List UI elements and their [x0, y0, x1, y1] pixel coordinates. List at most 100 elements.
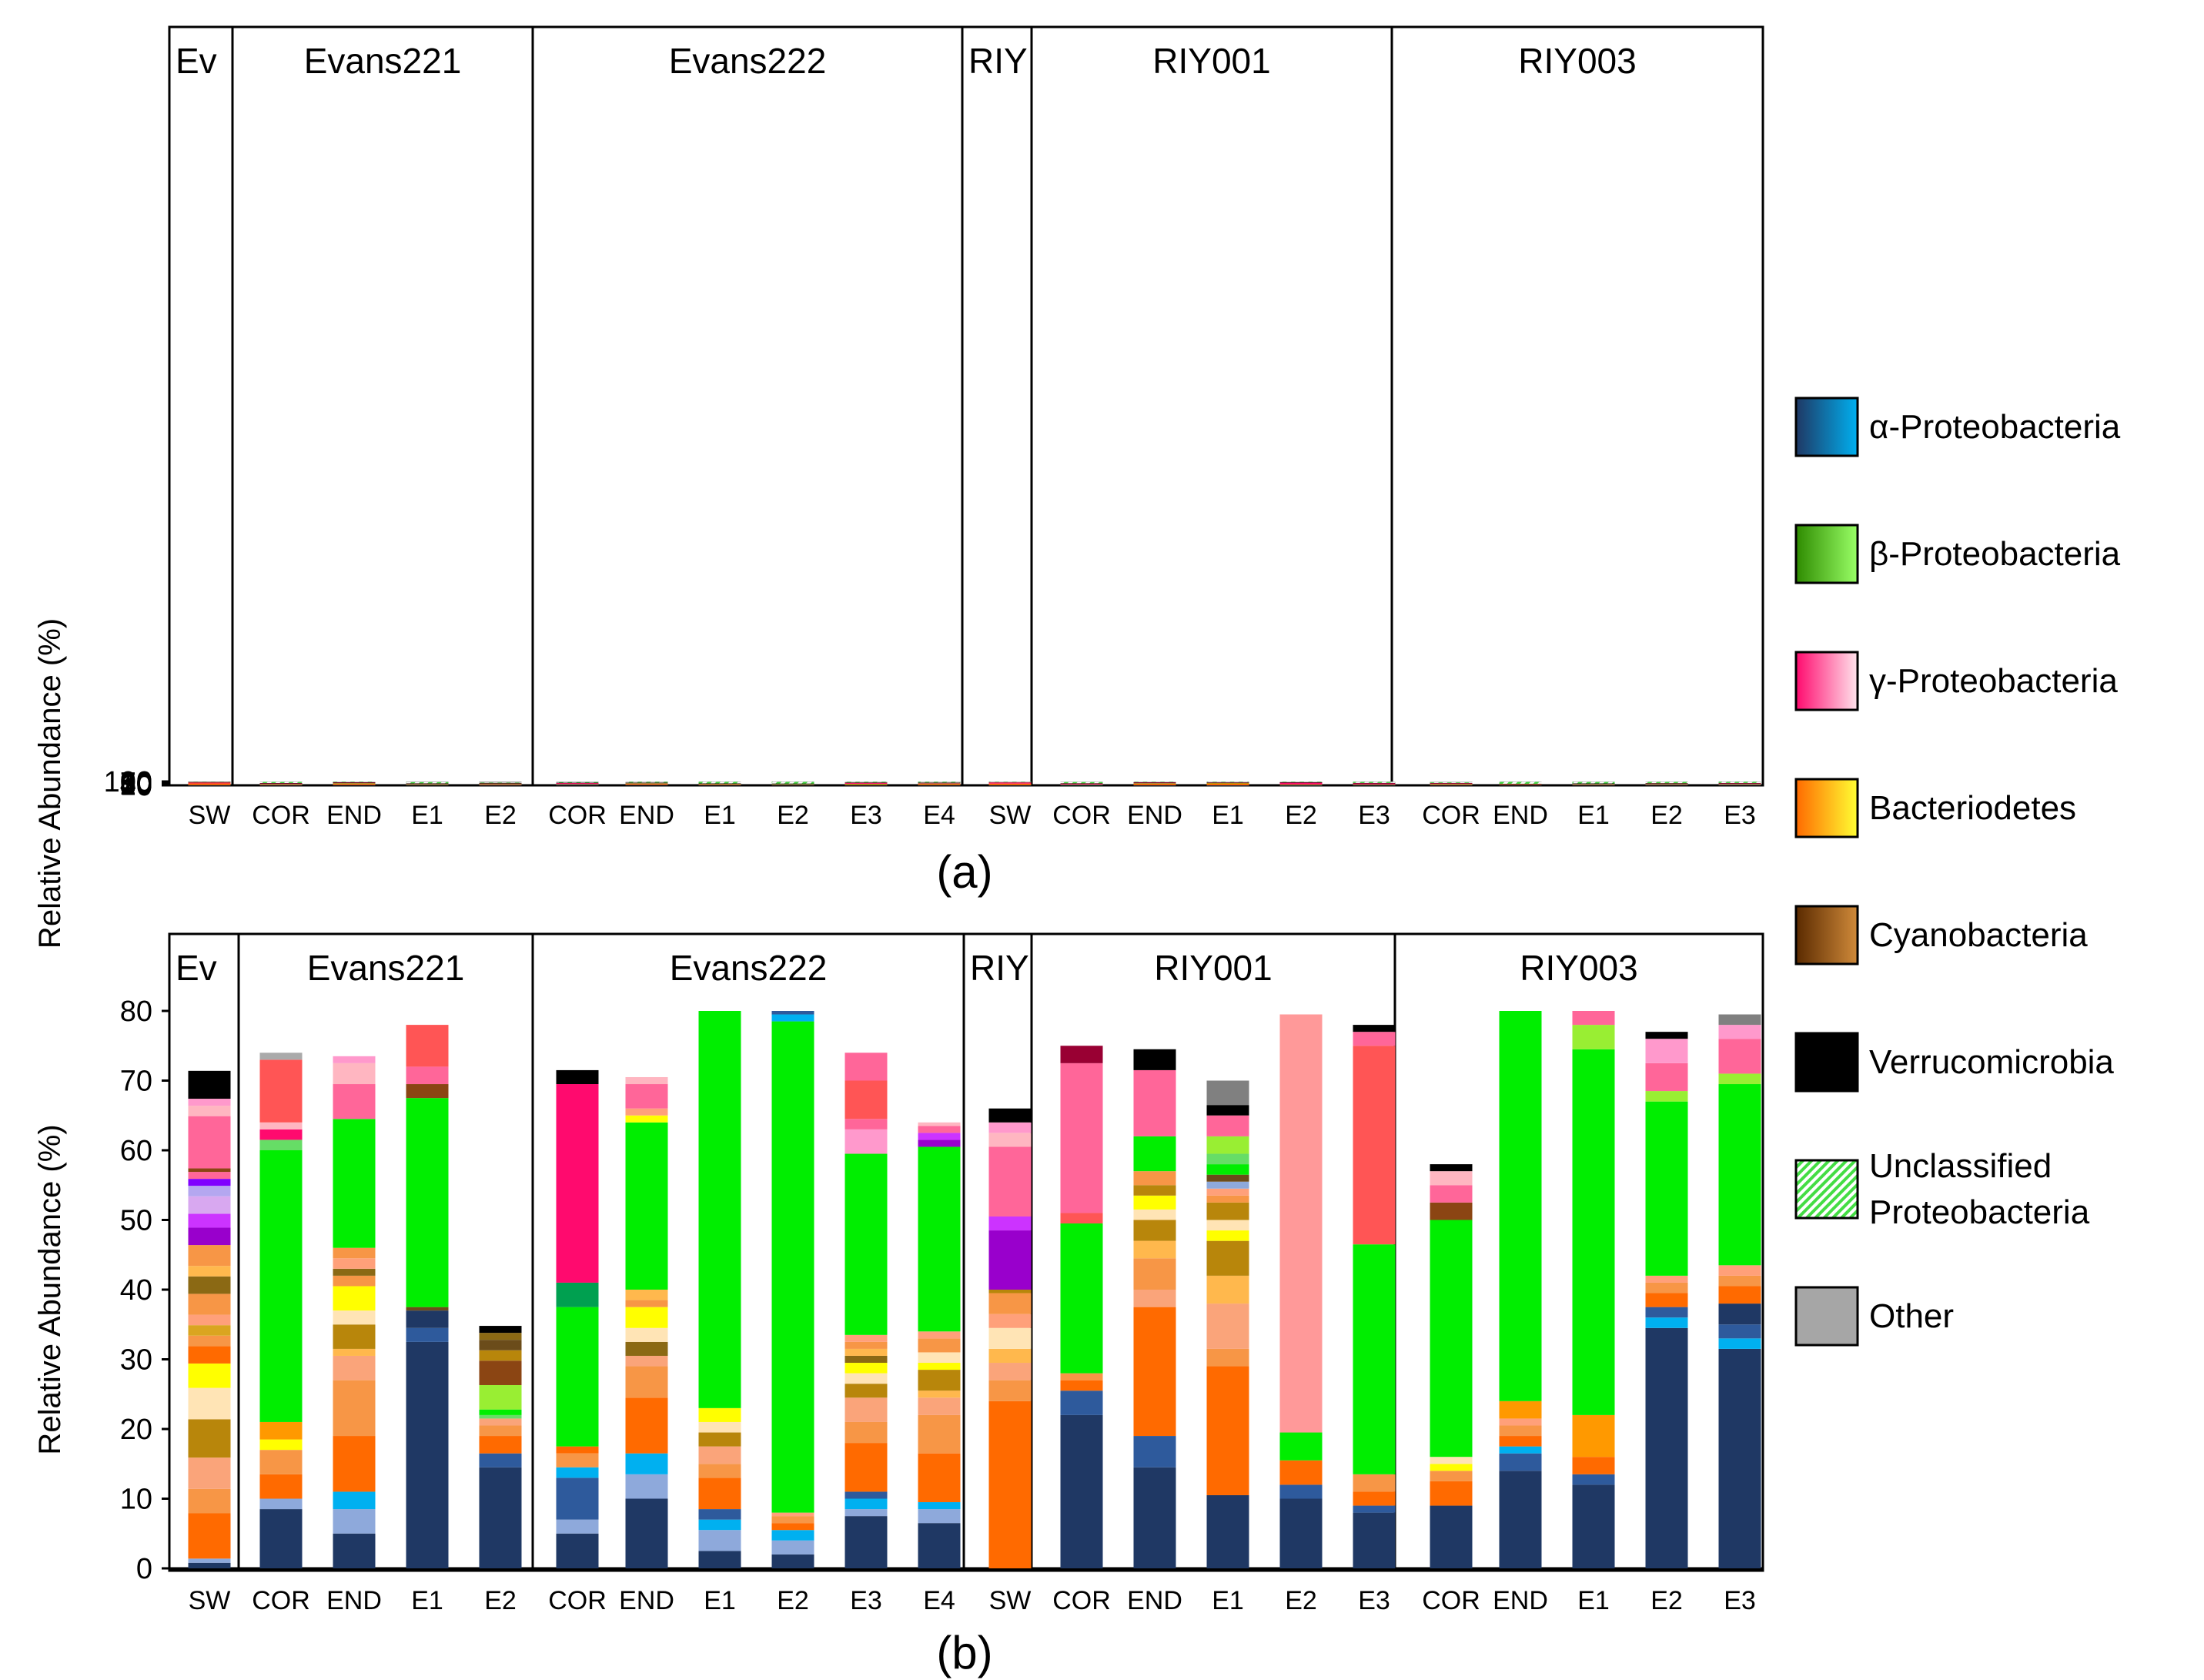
- bar-segment: [1430, 782, 1473, 783]
- bar-segment: [188, 1168, 231, 1173]
- y-tick-label: 70: [120, 768, 152, 800]
- bar-segment: [988, 1327, 1032, 1349]
- legend-label: Verrucomicrobia: [1869, 1043, 2114, 1081]
- bar-segment: [1430, 1164, 1473, 1172]
- bar-segment: [1206, 781, 1249, 782]
- bar-segment: [1430, 781, 1473, 783]
- bar-segment: [1133, 1258, 1176, 1290]
- bar-segment: [1133, 1136, 1176, 1172]
- bar-segment: [479, 783, 522, 785]
- bar-segment: [988, 1230, 1032, 1290]
- bar-segment: [771, 783, 814, 785]
- bar-segment: [333, 1084, 376, 1119]
- bar-segment: [1499, 1453, 1542, 1471]
- group-title: Evans222: [669, 41, 827, 81]
- bar-segment: [1133, 783, 1176, 784]
- bar-segment: [625, 1122, 668, 1290]
- bar-segment: [1060, 1213, 1103, 1224]
- bar-segment: [918, 783, 961, 785]
- bar-segment: [1718, 1014, 1761, 1026]
- bar-segment: [1645, 1293, 1688, 1307]
- bar-segment: [844, 1363, 888, 1374]
- group-title: Evans222: [670, 948, 828, 988]
- bar-segment: [771, 1516, 814, 1524]
- bar-segment: [698, 1551, 741, 1568]
- bar-segment: [259, 784, 303, 785]
- bar-segment: [988, 1314, 1032, 1328]
- bar-segment: [771, 1530, 814, 1541]
- bar-segment: [1430, 784, 1473, 785]
- bar-segment: [1206, 782, 1249, 784]
- bar-segment: [625, 1474, 668, 1499]
- bar-segment: [625, 1108, 668, 1116]
- bar-segment: [1279, 1014, 1323, 1433]
- bar-segment: [1133, 1240, 1176, 1259]
- bar-segment: [1718, 1025, 1761, 1039]
- bar-segment: [556, 1467, 599, 1478]
- bar-segment: [1353, 783, 1396, 785]
- bar-segment: [844, 1153, 888, 1335]
- bar-segment: [1430, 1505, 1473, 1568]
- bar-segment: [698, 781, 741, 782]
- bar-segment: [333, 1286, 376, 1311]
- bar-segment: [479, 785, 522, 786]
- bar-segment: [918, 1352, 961, 1364]
- bar-segment: [918, 782, 961, 783]
- bar-segment: [406, 781, 449, 782]
- x-tick-label: E3: [1724, 801, 1756, 830]
- bar-segment: [918, 1397, 961, 1415]
- bar-segment: [698, 784, 741, 785]
- bar-segment: [1060, 783, 1103, 785]
- legend-swatch: [1794, 524, 1859, 584]
- bar-segment: [333, 782, 376, 784]
- bar-segment: [556, 781, 599, 783]
- bar-segment: [333, 1310, 376, 1325]
- bar-segment: [333, 1268, 376, 1276]
- bar-segment: [1206, 1494, 1249, 1568]
- bar-segment: [1718, 781, 1761, 782]
- bar-segment: [1645, 1275, 1688, 1283]
- bar-segment: [844, 1498, 888, 1510]
- bar-segment: [479, 1409, 522, 1415]
- bar-segment: [188, 1558, 231, 1563]
- bar-segment: [988, 781, 1032, 783]
- x-tick-label: E2: [777, 801, 809, 830]
- bar-segment: [1206, 781, 1249, 783]
- bar-segment: [333, 783, 376, 785]
- bar-segment: [1499, 781, 1542, 782]
- legend-swatch: [1794, 397, 1859, 457]
- bar-segment: [918, 1133, 961, 1140]
- bar-segment: [406, 1066, 449, 1085]
- bar-segment: [625, 1076, 668, 1085]
- group-title: RIY003: [1520, 948, 1637, 988]
- bar-segment: [625, 783, 668, 785]
- bar-segment: [625, 1300, 668, 1307]
- bar-segment: [188, 1335, 231, 1347]
- x-tick-label: SW: [989, 801, 1032, 830]
- bar-segment: [259, 1474, 303, 1499]
- bar-segment: [771, 781, 814, 784]
- bar-segment: [844, 1129, 888, 1154]
- bar-segment: [188, 1070, 231, 1099]
- bar-segment: [844, 1509, 888, 1517]
- bar-segment: [1133, 1307, 1176, 1437]
- bar-segment: [918, 1338, 961, 1353]
- bar-segment: [698, 785, 741, 786]
- bar-segment: [1645, 783, 1688, 785]
- y-tick-label: 50: [120, 768, 152, 801]
- bar-segment: [1279, 785, 1323, 786]
- x-tick-label: E1: [1212, 801, 1244, 830]
- bar-segment: [1353, 1474, 1396, 1492]
- bar-segment: [1060, 781, 1103, 784]
- x-tick-label: E1: [704, 1586, 736, 1615]
- bar-segment: [1645, 1032, 1688, 1039]
- bar-segment: [698, 1011, 741, 1408]
- bar-segment: [1572, 1474, 1615, 1485]
- bar-segment: [1353, 785, 1396, 786]
- bar-segment: [1133, 1185, 1176, 1196]
- bar-segment: [406, 781, 449, 784]
- bar-segment: [188, 1213, 231, 1228]
- y-tick-label: 60: [120, 768, 152, 800]
- bar-segment: [844, 783, 888, 785]
- bar-segment: [333, 1056, 376, 1063]
